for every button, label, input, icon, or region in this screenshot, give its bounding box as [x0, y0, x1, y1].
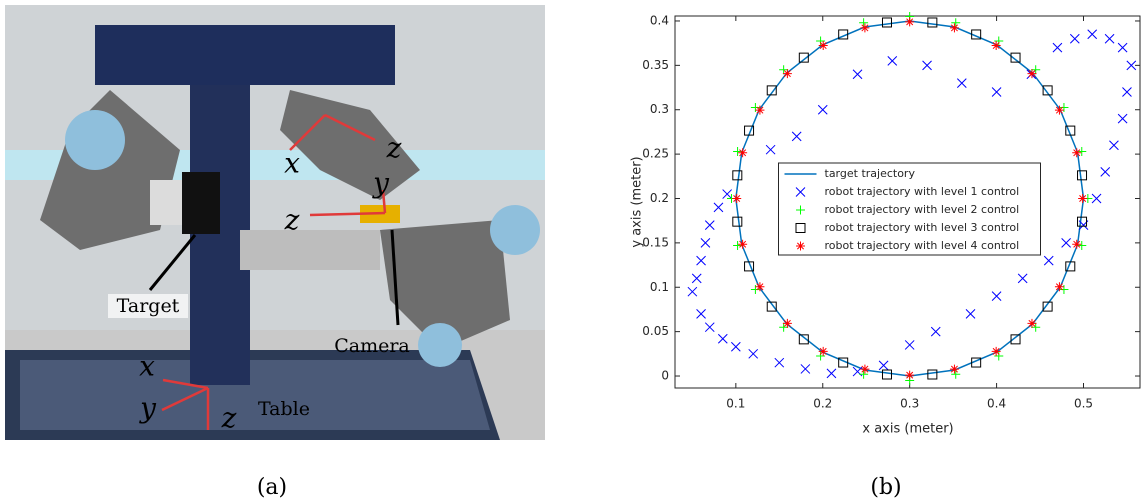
marker	[819, 347, 828, 356]
robot-left-joint	[65, 110, 125, 170]
legend-label: robot trajectory with level 3 control	[825, 221, 1020, 234]
axis-letter: x	[139, 350, 155, 383]
x-axis-label: x axis (meter)	[862, 422, 953, 437]
legend-label: target trajectory	[825, 167, 916, 180]
caption: (b)	[870, 475, 901, 500]
y-tick-label: 0.4	[650, 13, 669, 27]
marker	[1055, 282, 1064, 291]
y-tick-label: 0.05	[642, 324, 669, 338]
x-tick-label: 0.4	[987, 397, 1006, 411]
y-tick-label: 0.15	[642, 235, 669, 249]
target-board	[182, 172, 220, 234]
legend-label: robot trajectory with level 2 control	[825, 203, 1020, 216]
marker	[1078, 194, 1087, 203]
marker	[1072, 148, 1081, 157]
axis-letter: z	[284, 204, 300, 237]
legend-label: robot trajectory with level 4 control	[825, 239, 1020, 252]
photo: Target Camera Table x z y z x y z	[5, 5, 545, 440]
y-axis-label: y axis (meter)	[630, 156, 645, 247]
gripper	[240, 230, 380, 270]
x-tick-label: 0.1	[726, 397, 745, 411]
photo-label: Camera	[334, 335, 410, 357]
x-tick-label: 0.2	[813, 397, 832, 411]
axis-letter: y	[138, 392, 157, 425]
robot-right-joint	[418, 323, 462, 367]
figure: Target Camera Table x z y z x y z (a) (b…	[0, 0, 1143, 500]
y-tick-label: 0.35	[642, 58, 669, 72]
caption: (a)	[257, 475, 287, 500]
x-tick-label: 0.5	[1074, 397, 1093, 411]
robot-right-joint	[490, 205, 540, 255]
axis-letter: z	[386, 132, 402, 165]
y-tick-label: 0	[661, 369, 669, 383]
axis-letter: z	[221, 402, 237, 435]
photo-label: Target	[117, 295, 180, 317]
y-tick-label: 0.1	[650, 280, 669, 294]
x-tick-label: 0.3	[900, 397, 919, 411]
axis-letter: x	[284, 147, 300, 180]
legend-label: robot trajectory with level 1 control	[825, 185, 1020, 198]
marker	[1072, 240, 1081, 249]
y-tick-label: 0.3	[650, 102, 669, 116]
photo-label: Table	[258, 398, 310, 420]
legend-swatch	[796, 242, 805, 251]
y-tick-label: 0.25	[642, 147, 669, 161]
axis-letter: y	[371, 167, 390, 200]
frame-top	[95, 25, 395, 85]
y-tick-label: 0.2	[650, 191, 669, 205]
table-top	[20, 360, 490, 430]
